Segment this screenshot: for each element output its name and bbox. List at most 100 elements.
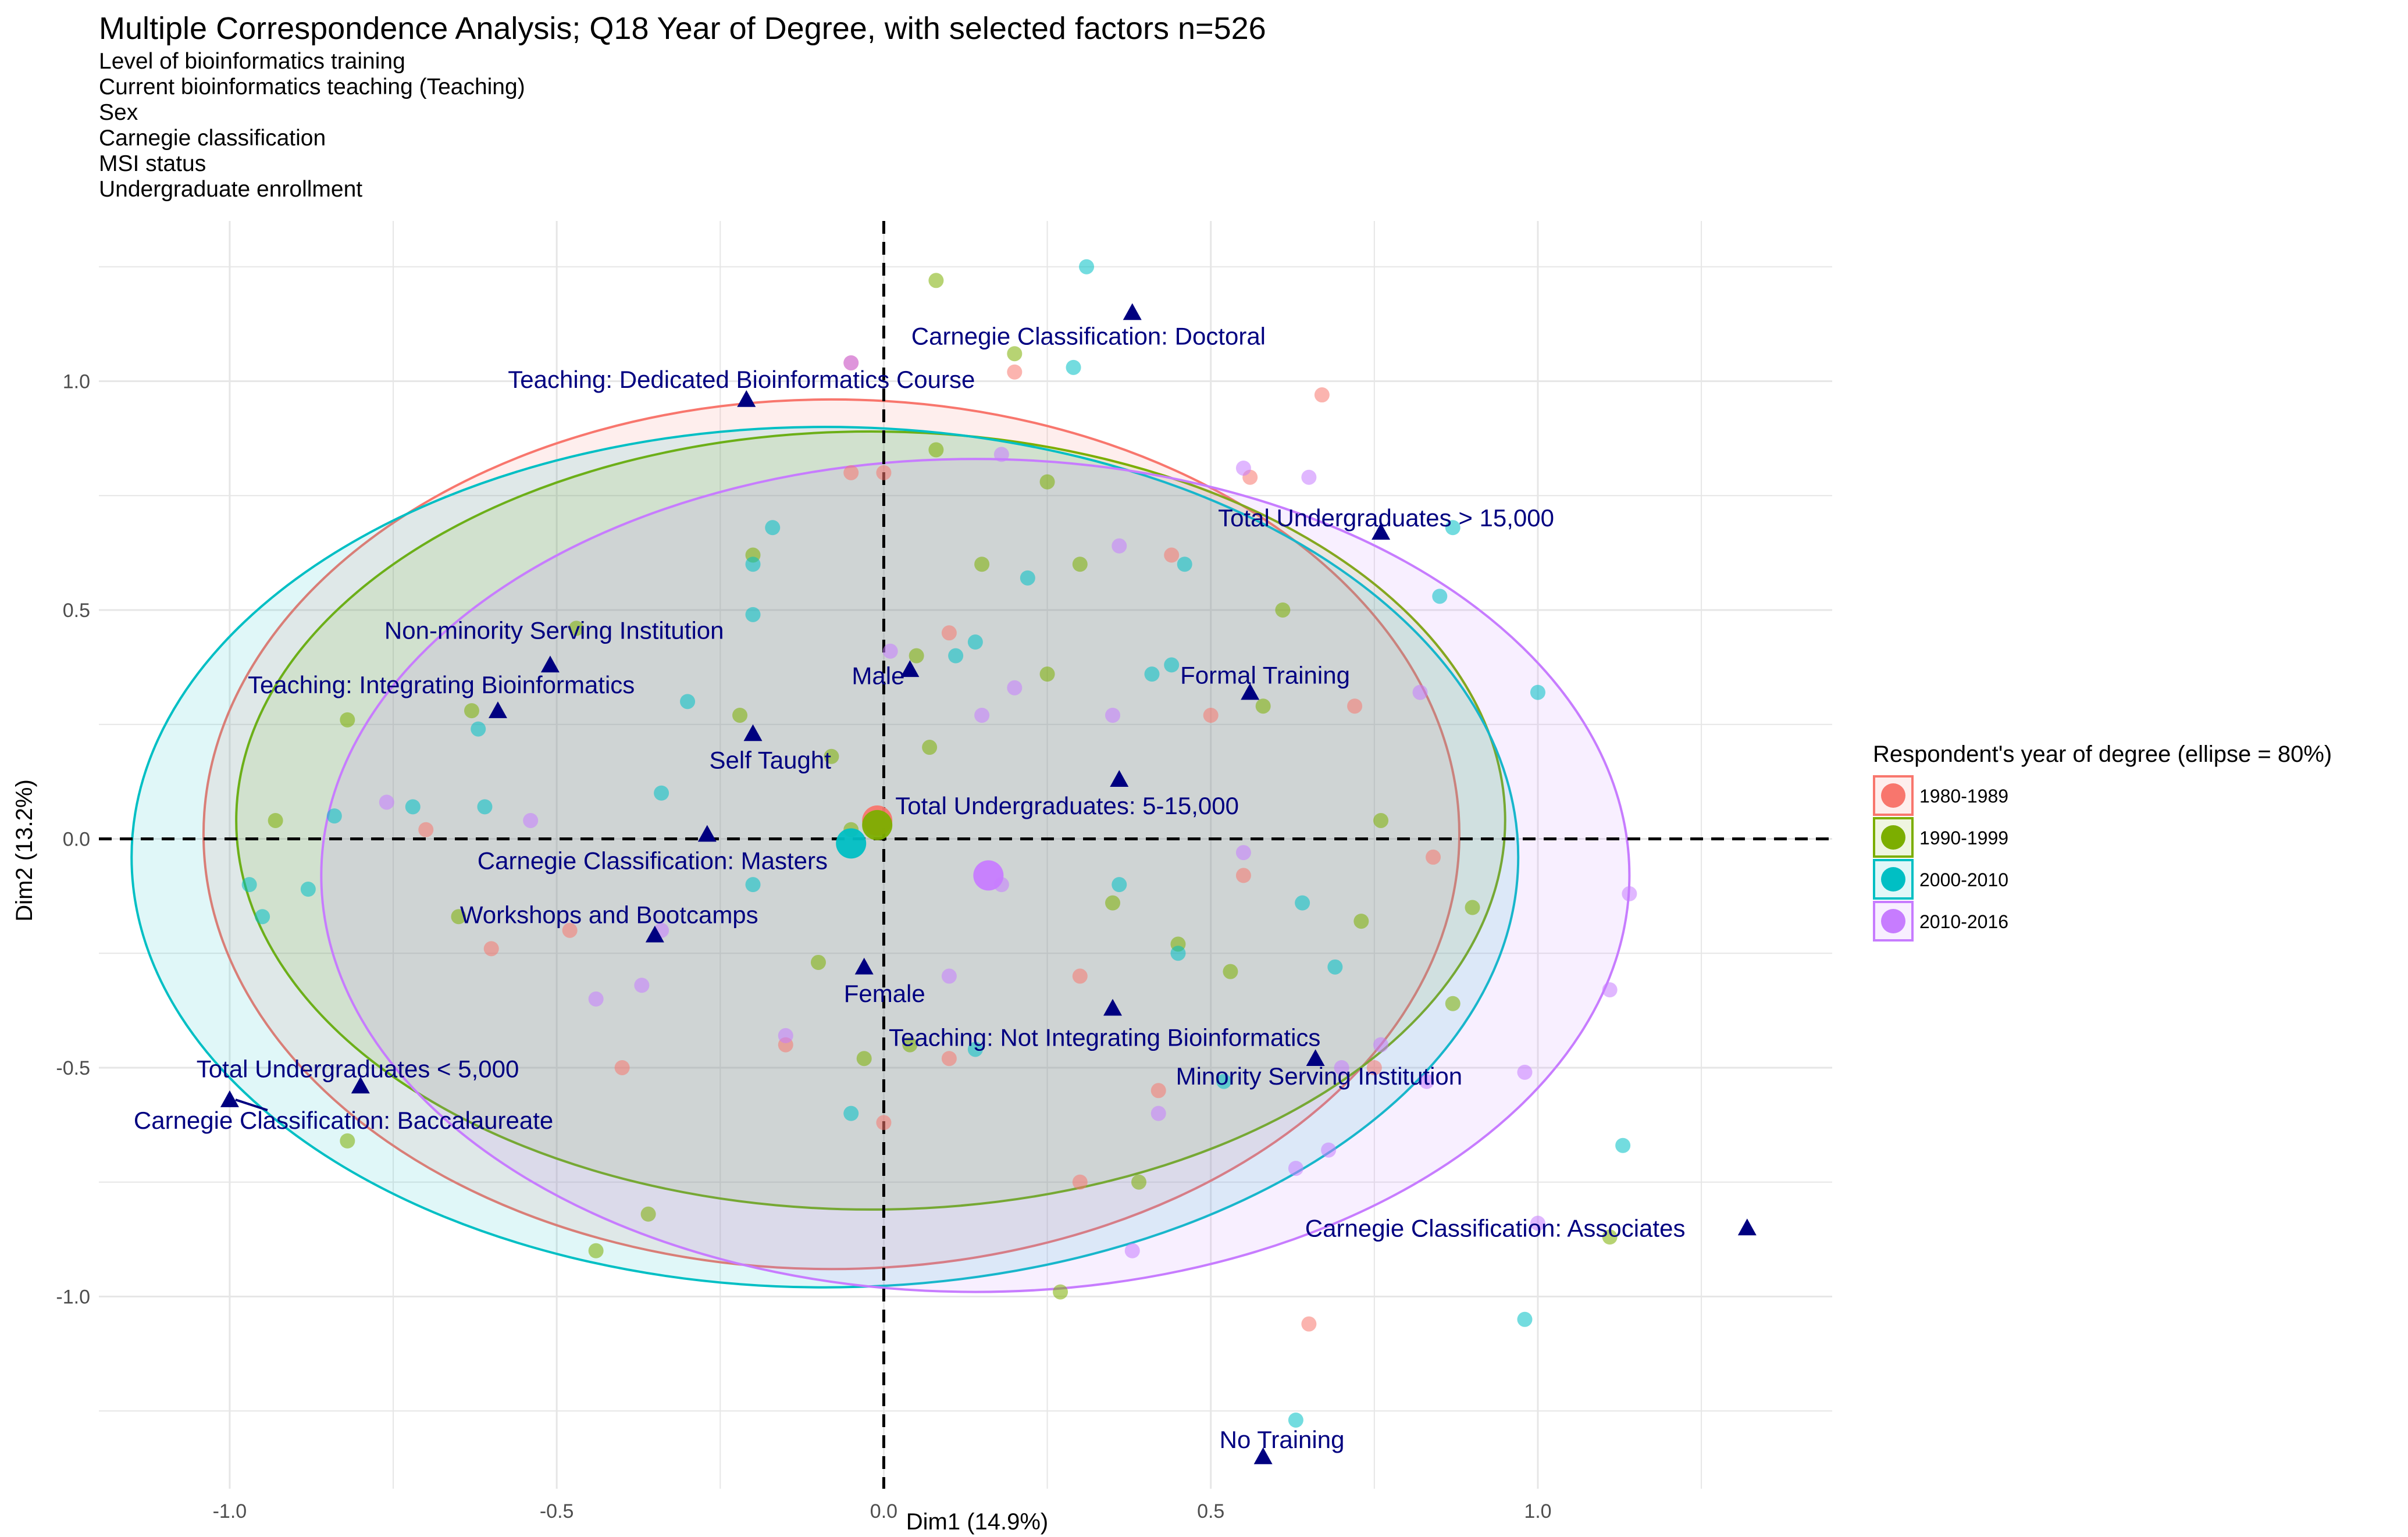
data-point xyxy=(477,799,493,815)
data-point xyxy=(614,1060,630,1075)
data-point xyxy=(568,620,584,636)
data-point xyxy=(928,442,944,458)
data-point xyxy=(1301,1316,1317,1332)
data-point xyxy=(1622,886,1637,901)
data-point xyxy=(680,694,696,709)
data-point xyxy=(1007,364,1023,380)
data-point xyxy=(1223,964,1238,979)
subtitle-line: Level of bioinformatics training xyxy=(99,49,405,74)
data-point xyxy=(326,808,342,824)
data-point xyxy=(745,557,761,572)
grid-layer xyxy=(99,221,1832,1489)
data-point xyxy=(948,648,964,664)
data-point xyxy=(1144,666,1160,682)
category-marker xyxy=(1241,683,1260,700)
data-point xyxy=(856,1051,872,1067)
data-point xyxy=(876,465,892,480)
axis-ticks: -1.0 -0.5 0.0 0.5 1.0 -1.0 -0.5 0.0 0.5 1.0 xyxy=(56,370,1551,1522)
data-point xyxy=(1105,895,1121,911)
data-point xyxy=(1164,657,1180,673)
data-point xyxy=(967,1042,983,1057)
group-centroid xyxy=(862,809,893,840)
data-point xyxy=(300,882,316,897)
category-marker xyxy=(1253,1447,1273,1464)
data-point xyxy=(745,607,761,622)
data-point xyxy=(241,877,257,893)
data-point xyxy=(1131,1174,1146,1190)
category-marker xyxy=(900,660,920,677)
category-marker xyxy=(697,825,717,842)
x-axis-title: Dim1 (14.9%) xyxy=(906,1509,1049,1535)
group-centroid xyxy=(973,860,1004,891)
legend: Respondent's year of degree (ellipse = 8… xyxy=(1873,741,2332,942)
category-label: No Training xyxy=(1220,1426,1345,1453)
data-point xyxy=(1288,1412,1303,1428)
data-point xyxy=(1321,1142,1337,1158)
data-point xyxy=(778,1028,793,1043)
data-point xyxy=(523,812,539,828)
category-label: Self Taught xyxy=(710,746,832,773)
category-marker xyxy=(1110,770,1129,787)
data-point xyxy=(405,799,421,815)
category-marker xyxy=(737,390,756,407)
subtitle-line: Carnegie classification xyxy=(99,126,326,151)
data-point xyxy=(922,740,938,755)
y-tick-label: 1.0 xyxy=(63,370,90,393)
data-point xyxy=(928,273,944,288)
data-point xyxy=(1373,812,1389,828)
data-point xyxy=(379,794,394,810)
group-centroid xyxy=(836,828,867,859)
data-point xyxy=(732,707,748,723)
y-tick-label: -1.0 xyxy=(56,1286,90,1308)
x-tick-label: 0.0 xyxy=(870,1500,897,1522)
data-point xyxy=(1053,1284,1068,1300)
data-point xyxy=(1255,698,1271,714)
data-point xyxy=(1445,996,1461,1011)
x-tick-label: 0.5 xyxy=(1197,1500,1224,1522)
data-point xyxy=(268,812,283,828)
data-point xyxy=(1066,359,1081,375)
category-marker xyxy=(1737,1218,1757,1236)
data-point xyxy=(340,1133,355,1149)
data-point xyxy=(1373,1037,1389,1053)
data-point xyxy=(1530,684,1545,700)
data-point xyxy=(1235,868,1251,883)
x-tick-label: -0.5 xyxy=(540,1500,574,1522)
data-point xyxy=(1602,982,1618,998)
data-point xyxy=(941,968,957,984)
data-point xyxy=(1216,1074,1232,1089)
category-marker xyxy=(1372,523,1391,540)
data-point xyxy=(1124,1243,1140,1258)
data-point xyxy=(1615,1137,1631,1153)
data-point xyxy=(1353,914,1369,929)
data-point xyxy=(902,1037,918,1053)
data-point xyxy=(1112,877,1127,893)
category-label: Female xyxy=(844,980,925,1007)
data-point xyxy=(1203,707,1219,723)
category-marker xyxy=(854,957,874,975)
group-centroids xyxy=(836,805,1004,891)
data-point xyxy=(634,978,650,993)
data-point xyxy=(1432,589,1448,604)
data-point xyxy=(562,922,578,938)
category-label: Workshops and Bootcamps xyxy=(460,901,758,929)
data-point xyxy=(1079,259,1095,274)
data-point xyxy=(824,748,839,764)
category-marker xyxy=(743,724,763,741)
data-point xyxy=(1517,1064,1533,1080)
data-point xyxy=(1465,900,1480,915)
category-label: Carnegie Classification: Masters xyxy=(478,847,828,875)
data-point xyxy=(588,1243,604,1258)
category-label: Total Undergraduates > 15,000 xyxy=(1218,504,1554,532)
data-point xyxy=(1007,346,1023,362)
category-label: Carnegie Classification: Doctoral xyxy=(911,322,1266,350)
data-point xyxy=(1314,387,1330,403)
data-point xyxy=(483,941,499,957)
subtitle-line: Current bioinformatics teaching (Teachin… xyxy=(99,74,525,99)
data-point xyxy=(882,643,898,659)
data-point xyxy=(1072,968,1088,984)
category-points: Carnegie Classification: Doctoral Teachin… xyxy=(134,303,1757,1464)
confidence-ellipse xyxy=(202,398,1461,1271)
y-axis-title: Dim2 (13.2%) xyxy=(12,779,37,922)
